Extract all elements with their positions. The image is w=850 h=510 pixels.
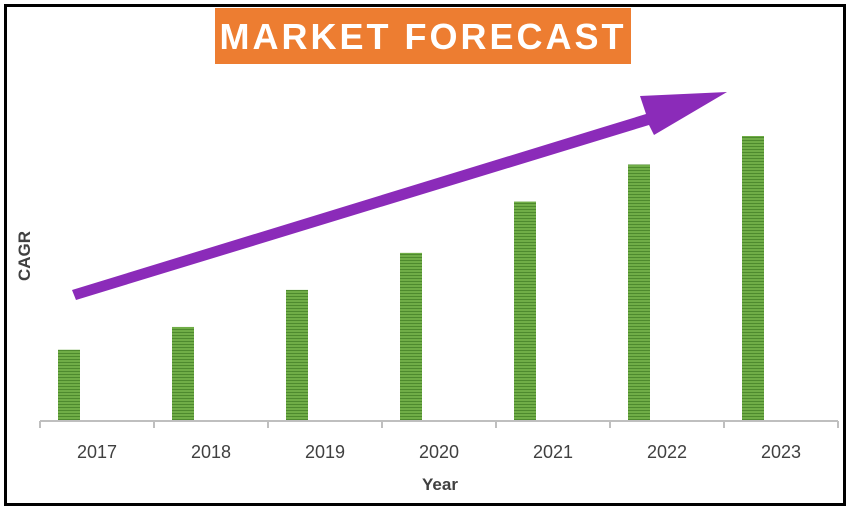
trend-arrow (72, 92, 727, 300)
chart-title: MARKET FORECAST (215, 8, 631, 64)
bar-2022 (628, 164, 650, 421)
x-tick-label-2018: 2018 (191, 442, 231, 462)
bar-2018 (172, 326, 194, 421)
bar-2020 (400, 252, 422, 421)
x-tick-label-2020: 2020 (419, 442, 459, 462)
y-axis-title: CAGR (15, 231, 34, 281)
x-tick-label-2021: 2021 (533, 442, 573, 462)
trend-arrow-shape (72, 92, 727, 300)
bar-2023 (742, 136, 764, 421)
x-tick-label-2019: 2019 (305, 442, 345, 462)
x-tick-label-2022: 2022 (647, 442, 687, 462)
chart-frame (4, 4, 846, 506)
bar-2017 (58, 349, 80, 421)
bars-group (58, 136, 764, 421)
chart-title-background (215, 8, 631, 64)
x-axis-title: Year (422, 475, 458, 494)
x-axis-ticks (39, 421, 839, 428)
bar-2019 (286, 289, 308, 421)
bar-2021 (514, 201, 536, 421)
x-tick-label-2017: 2017 (77, 442, 117, 462)
x-tick-label-2023: 2023 (761, 442, 801, 462)
chart-title-text: MARKET FORECAST (220, 16, 627, 57)
x-axis-tick-labels: 2017 2018 2019 2020 2021 2022 2023 (77, 442, 801, 462)
